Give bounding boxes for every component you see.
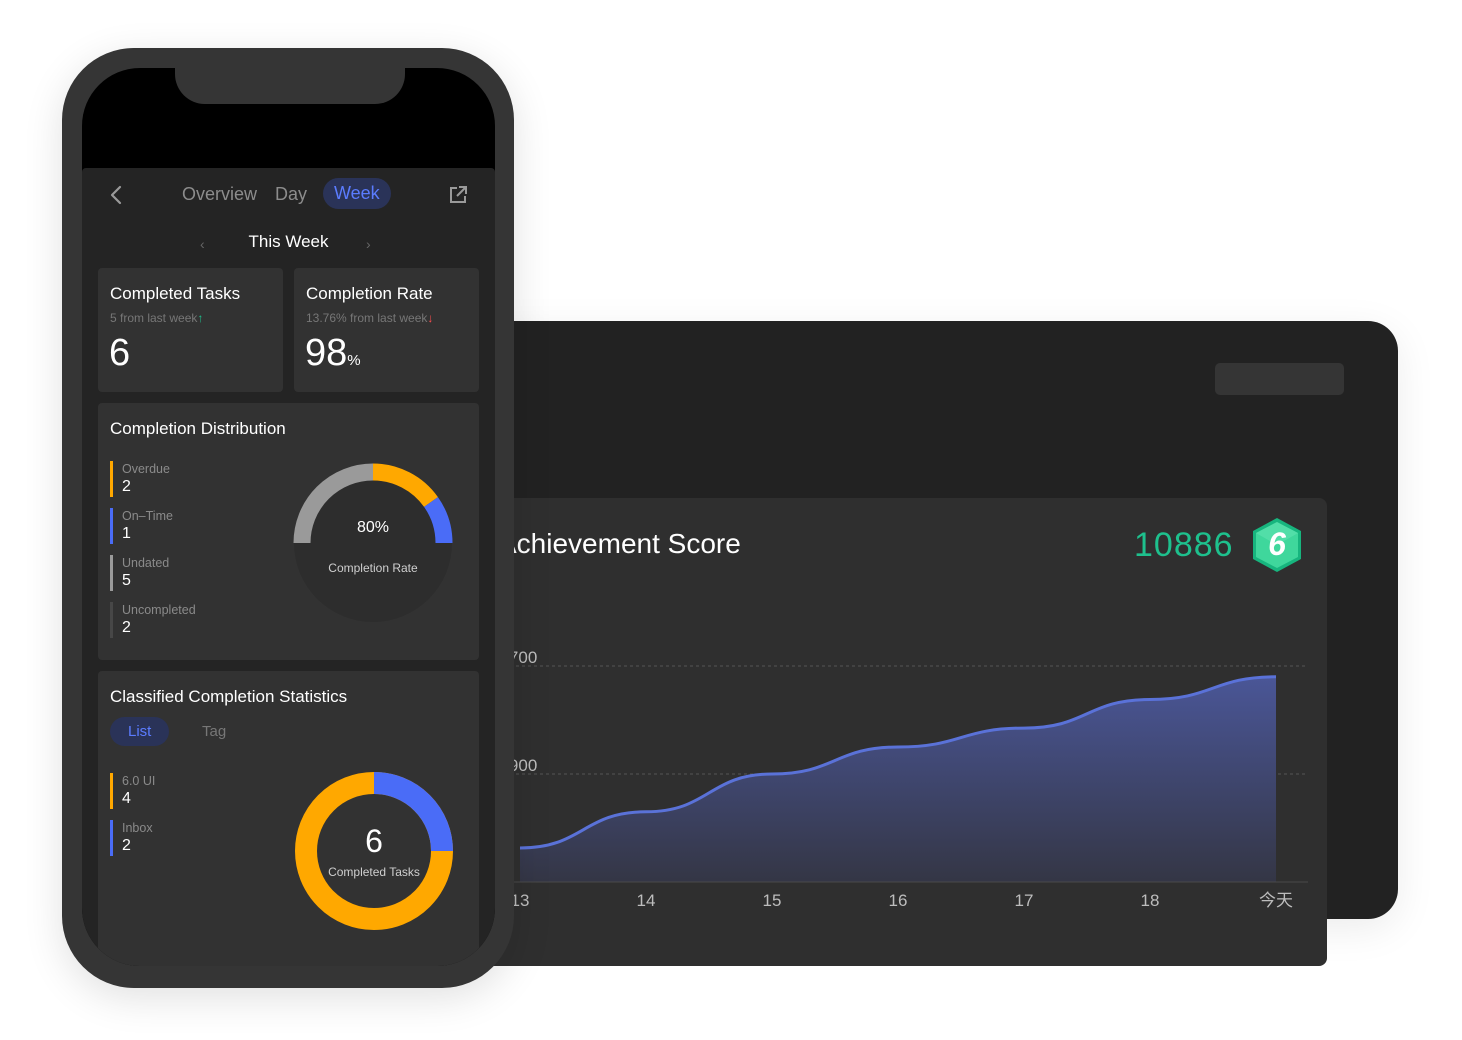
completion-distribution-card: Completion Distribution Overdue 2 On–Tim…	[98, 403, 479, 660]
completion-rate-change: 13.76% from last week↓	[306, 311, 434, 325]
classified-donut-value: 6	[365, 823, 383, 859]
achievement-score: 10886	[1134, 526, 1234, 564]
tab-day[interactable]: Day	[275, 184, 308, 204]
completion-rate-title: Completion Rate	[306, 284, 433, 303]
tab-week[interactable]: Week	[323, 178, 391, 209]
x-tick-label: 14	[637, 891, 656, 910]
period-selector: This Week ‹ ›	[82, 232, 495, 256]
x-tick-label: 18	[1141, 891, 1160, 910]
x-tick-label: 17	[1015, 891, 1034, 910]
completed-tasks-change: 5 from last week↑	[110, 311, 204, 325]
completion-rate-donut	[293, 463, 453, 622]
legend-uncompleted: Uncompleted 2	[110, 602, 196, 638]
phone-frame: Overview Day Week This Week ‹ › Complete…	[62, 48, 514, 988]
achievement-chart: 1090010700131415161718今天	[490, 648, 1308, 910]
achievement-card: 1090010700131415161718今天 Achievement Sco…	[470, 498, 1327, 966]
x-tick-label: 15	[763, 891, 782, 910]
completion-rate-card[interactable]: Completion Rate 13.76% from last week↓ 9…	[294, 268, 479, 392]
chevron-left-icon[interactable]	[108, 184, 126, 206]
legend-inbox: Inbox 2	[110, 820, 153, 856]
completed-tasks-title: Completed Tasks	[110, 284, 241, 303]
chevron-left-icon[interactable]: ‹	[200, 236, 205, 252]
top-nav: Overview Day Week	[82, 168, 495, 224]
completion-rate-value: 98%	[305, 332, 361, 374]
distribution-donut-value: 80%	[356, 519, 390, 536]
x-tick-label: 13	[511, 891, 530, 910]
panel-placeholder-button[interactable]	[1215, 363, 1344, 395]
phone-notch	[175, 68, 405, 104]
classified-donut-label: Completed Tasks	[328, 865, 420, 879]
completed-tasks-value: 6	[109, 332, 131, 374]
segment-list[interactable]: List	[110, 717, 170, 746]
arrow-down-icon: ↓	[427, 311, 434, 325]
tab-overview[interactable]: Overview	[182, 184, 258, 204]
classified-statistics-card: Classified Completion Statistics List Ta…	[98, 671, 479, 966]
period-label: This Week	[248, 232, 329, 251]
achievement-title: Achievement Score	[498, 528, 741, 559]
distribution-title: Completion Distribution	[110, 419, 286, 438]
classified-title: Classified Completion Statistics	[110, 687, 348, 706]
x-tick-label: 今天	[1259, 891, 1293, 910]
legend-6-0-ui: 6.0 UI 4	[110, 773, 155, 809]
external-link-icon[interactable]	[448, 185, 468, 205]
level-badge-number: 6	[1268, 526, 1286, 562]
legend-overdue: Overdue 2	[110, 461, 170, 497]
distribution-donut-label: Completion Rate	[328, 561, 418, 575]
phone-screen: Overview Day Week This Week ‹ › Complete…	[82, 68, 495, 966]
arrow-up-icon: ↑	[197, 311, 204, 325]
statistics-app: Overview Day Week This Week ‹ › Complete…	[82, 168, 495, 966]
completed-tasks-card[interactable]: Completed Tasks 5 from last week↑ 6	[98, 268, 283, 392]
completed-tasks-donut	[295, 772, 453, 930]
x-tick-label: 16	[889, 891, 908, 910]
chevron-right-icon[interactable]: ›	[366, 236, 371, 252]
score-area	[520, 676, 1276, 882]
legend-on-time: On–Time 1	[110, 508, 173, 544]
segment-tag[interactable]: Tag	[202, 723, 227, 740]
level-badge-icon: 6	[1253, 518, 1301, 572]
legend-undated: Undated 5	[110, 555, 169, 591]
